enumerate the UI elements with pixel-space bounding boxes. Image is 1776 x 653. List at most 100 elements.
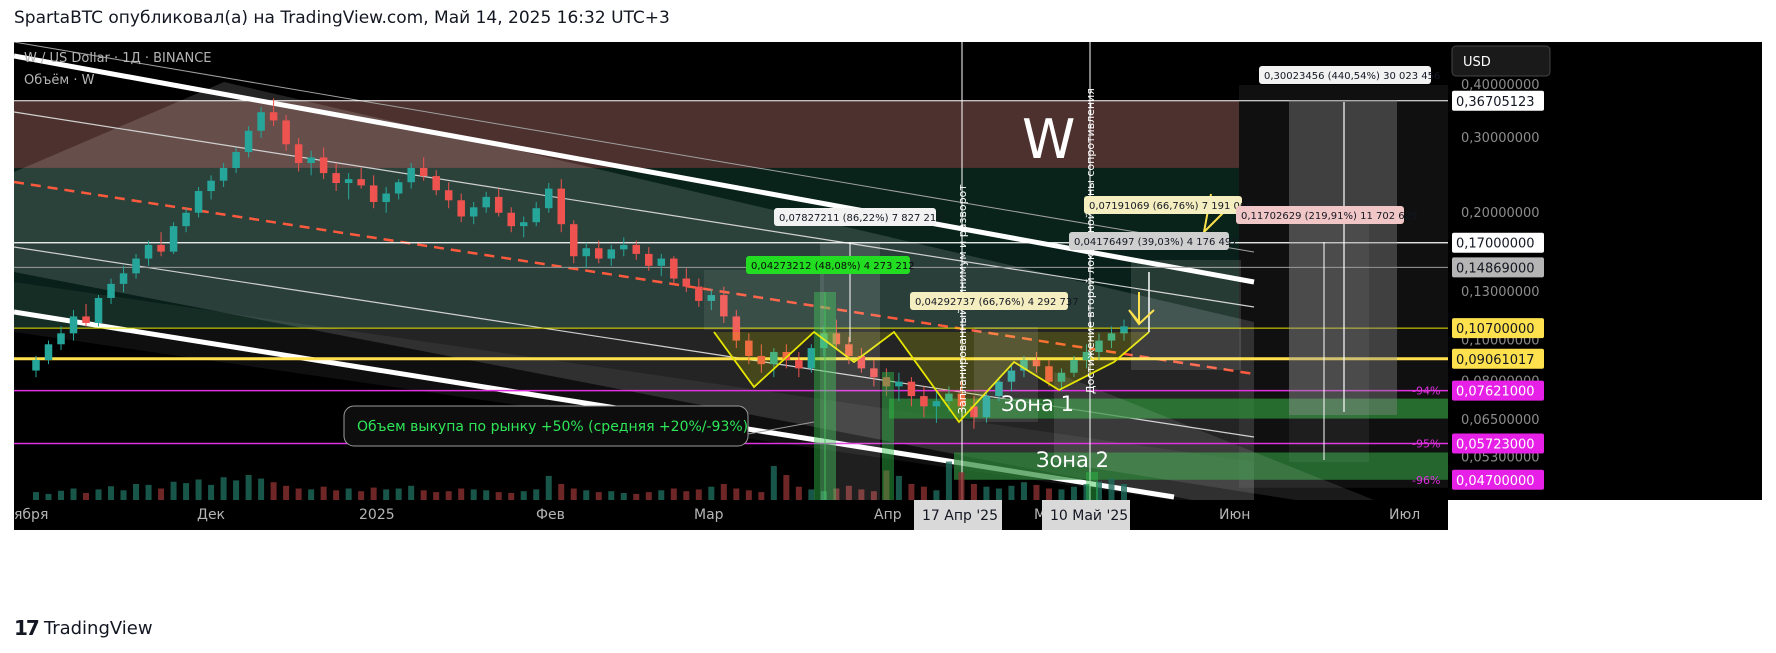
measure-label-text: 0,07827211 (86,22%) 7 827 211	[779, 213, 943, 224]
volume-bar	[1070, 486, 1077, 502]
volume-bar	[995, 488, 1002, 502]
candle-body	[419, 167, 428, 177]
candle-body	[845, 344, 853, 356]
candle-body	[832, 333, 841, 345]
volume-bar	[320, 486, 327, 502]
candle-body	[569, 224, 578, 257]
volume-bar	[470, 489, 477, 502]
volume-bar	[270, 482, 277, 502]
volume-bar	[233, 480, 240, 502]
volume-bar	[258, 478, 265, 502]
candle-body	[1045, 366, 1053, 382]
candle-body	[132, 258, 140, 274]
candle-body	[182, 212, 190, 227]
volume-bar	[895, 475, 902, 502]
yellow-down-arrow-icon	[1128, 292, 1155, 326]
volume-bar	[133, 484, 140, 502]
candle-body	[519, 222, 528, 227]
x-tick-label: Июл	[1389, 507, 1420, 523]
price-chart[interactable]: W Зона 1 Зона 2 Объем выкупа по рынку +50% …	[14, 42, 1762, 600]
x-tick-label: Апр	[874, 507, 902, 523]
volume-bar	[683, 491, 690, 502]
candle-body	[682, 278, 691, 287]
candle-body	[1107, 333, 1116, 341]
callout-box	[343, 405, 749, 447]
volume-bar	[920, 486, 927, 502]
volume-bar	[795, 486, 802, 502]
highlighted-date: 17 Апр '25	[914, 500, 1002, 530]
candle-body	[494, 196, 503, 213]
currency-button[interactable]: USD	[1451, 45, 1551, 77]
ticker-big-label: W	[1022, 108, 1075, 171]
candle-body	[1095, 340, 1103, 352]
candle-body	[394, 182, 403, 194]
volume-bar	[508, 493, 515, 502]
legend-symbol: W / US Dollar · 1Д · BINANCE	[24, 51, 212, 66]
candle-body	[207, 180, 215, 192]
volume-bar	[208, 484, 215, 502]
candle-body	[932, 401, 941, 407]
volume-bar	[583, 490, 590, 502]
volume-spike-highlight	[882, 372, 894, 502]
volume-bar	[933, 490, 940, 502]
x-tick-label: Фев	[536, 507, 565, 523]
measure-label-text: 0,30023456 (440,54%) 30 023 456	[1264, 71, 1440, 82]
candle-body	[595, 248, 603, 259]
candle-body	[469, 207, 478, 217]
candle-body	[757, 355, 766, 365]
x-tick-label: Июн	[1219, 507, 1250, 523]
volume-bar	[383, 489, 390, 502]
price-label: 0,17000000	[1452, 232, 1544, 253]
measure-label: 0,04273212 (48,08%) 4 273 212	[746, 256, 915, 274]
price-label: 0,07621000	[1452, 380, 1544, 401]
price-label-text: 0,09061017	[1456, 353, 1535, 368]
highlighted-date-bg	[1042, 500, 1130, 530]
volume-bar	[820, 491, 827, 502]
volume-bar	[1058, 489, 1065, 502]
measure-label-text: 0,07191069 (66,76%) 7 191 069	[1089, 201, 1253, 212]
candle-body	[1120, 326, 1128, 334]
volume-bar	[283, 485, 290, 502]
measure-label-bg	[1236, 206, 1404, 224]
volume-bar	[845, 485, 852, 502]
price-label-bg	[1452, 348, 1544, 369]
measure-label-bg	[1084, 196, 1242, 214]
volume-bar	[870, 491, 877, 502]
volume-bar	[108, 486, 115, 502]
candle-body	[995, 381, 1003, 397]
callout-text: Объем выкупа по рынку +50% (средняя +20%…	[357, 419, 748, 435]
volume-bar	[633, 493, 640, 502]
volume-bar	[620, 493, 627, 502]
candle-body	[670, 258, 678, 279]
zone-1-label: Зона 1	[1001, 392, 1074, 416]
candle-body	[282, 120, 290, 145]
candle-body	[544, 188, 553, 209]
measure-label-text: 0,04292737 (66,76%) 4 292 737	[915, 297, 1079, 308]
candle-body	[32, 359, 40, 371]
volume-bar	[433, 492, 440, 502]
candle-body	[1020, 359, 1028, 371]
pattern-polyline	[713, 330, 1150, 424]
price-label-bg	[1452, 469, 1544, 490]
footer-brand[interactable]: 𝟭𝟳 TradingView	[14, 616, 153, 640]
measure-label-bg	[774, 208, 936, 226]
measure-box-2	[704, 270, 824, 330]
measure-label-bg	[746, 256, 910, 274]
volume-bar	[308, 489, 315, 502]
measure-label-text: 0,04273212 (48,08%) 4 273 212	[751, 261, 915, 272]
candle-body	[607, 249, 616, 259]
candle-body	[444, 190, 453, 201]
x-tick-label: Мар	[694, 507, 724, 523]
chart-canvas[interactable]: W Зона 1 Зона 2 Объем выкупа по рынку +50% …	[14, 42, 1762, 600]
volume-bar	[658, 490, 665, 502]
y-tick-label: 0,05300000	[1461, 451, 1540, 466]
price-label: 0,10700000	[1452, 318, 1544, 339]
candle-body	[107, 283, 115, 298]
y-tick-label: 0,13000000	[1461, 285, 1540, 300]
highlighted-date-text: 10 Май '25	[1050, 508, 1128, 524]
currency-button-label: USD	[1463, 55, 1491, 70]
candle-body	[332, 173, 340, 184]
volume-bar	[1008, 485, 1015, 502]
volume-bar	[70, 488, 77, 502]
candle-body	[907, 381, 916, 397]
